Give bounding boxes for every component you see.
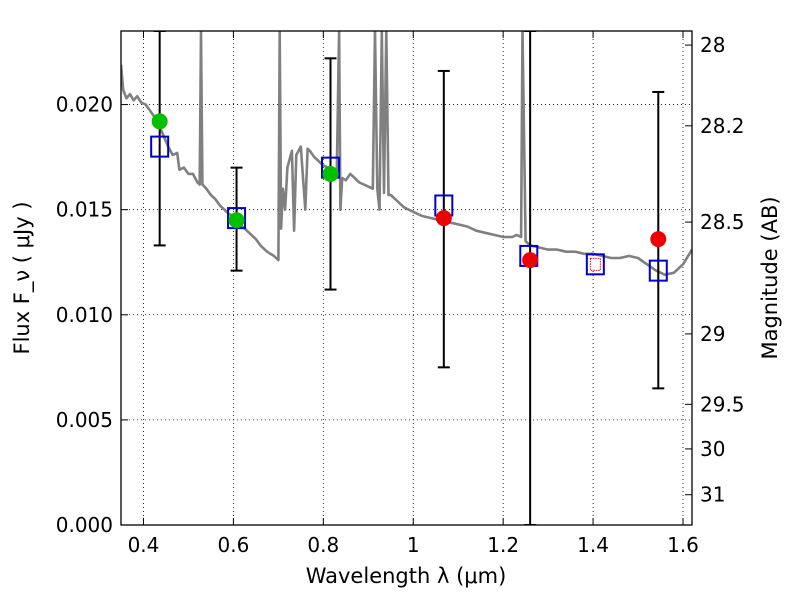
y2-tick-label: 28 [700,33,725,57]
plot-frame [120,30,693,526]
y2-tick-label: 29 [700,322,725,346]
observed-point-red [435,210,452,227]
x-tick-label: 1.6 [667,533,699,557]
upper-limit-box [589,257,601,271]
y-tick-label: 0.015 [56,198,113,222]
y-tick-label: 0.005 [56,408,113,432]
observed-point-green [151,113,168,130]
x-tick-label: 1 [407,533,420,557]
tick-marks [121,31,692,526]
observed-point-red [522,252,539,269]
y2-tick-label: 29.5 [700,392,745,416]
model-flux-box [150,135,170,158]
y-tick-label: 0.010 [56,303,113,327]
x-tick-label: 0.4 [128,533,160,557]
x-axis-label: Wavelength λ (μm) [306,564,507,588]
x-tick-label: 0.8 [307,533,339,557]
y-tick-label: 0.000 [56,513,113,537]
tick-labels: 0.4 0.6 0.8 1 1.2 1.4 1.6 0.000 0.005 0.010 0.015 0… [56,33,745,557]
observed-point-red [650,231,667,248]
x-tick-label: 1.2 [487,533,519,557]
y-axis-label: Flux F_ν ( μJy ) [10,201,35,354]
y2-tick-label: 30 [700,437,725,461]
y2-tick-label: 28.2 [700,114,745,138]
y2-axis-label: Magnitude (AB) [758,196,782,359]
model-flux-box [648,259,668,282]
model-flux-box [585,253,605,276]
observed-point-green [228,212,245,229]
y-tick-label: 0.020 [56,93,113,117]
data-layer [121,31,692,525]
x-tick-label: 1.4 [577,533,609,557]
x-tick-label: 0.6 [217,533,249,557]
plot-area [121,31,692,525]
y2-tick-label: 31 [700,483,725,507]
y2-tick-label: 28.5 [700,210,745,234]
observed-point-green [322,165,339,182]
